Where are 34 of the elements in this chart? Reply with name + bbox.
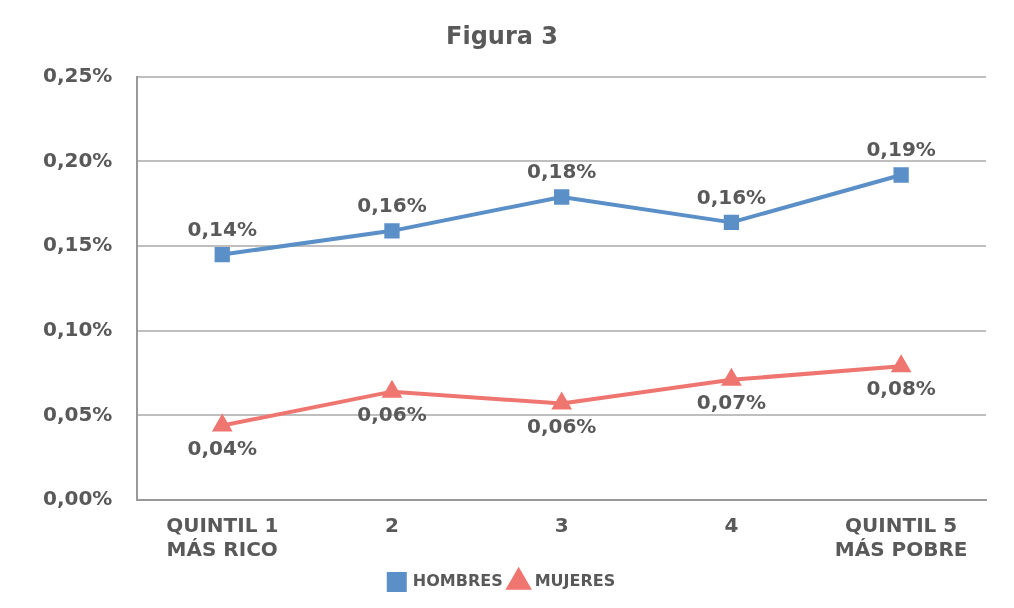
y-tick-label: 0,15% (42, 232, 113, 257)
data-label: 0,16% (357, 193, 427, 218)
x-tick-label: 4 (724, 513, 739, 538)
data-label: 0,04% (187, 435, 257, 460)
chart-title: Figura 3 (446, 21, 558, 50)
x-tick-label: QUINTIL 5 MÁS POBRE (834, 513, 968, 562)
point (551, 391, 572, 410)
legend-label: HOMBRES (412, 571, 503, 591)
data-label: 0,07% (696, 390, 767, 415)
point (722, 369, 741, 386)
y-tick-label: 0,20% (42, 147, 113, 172)
data-label: 0,06% (357, 401, 427, 426)
data-label: 0,06% (527, 413, 597, 438)
point (383, 381, 401, 398)
x-tick-label: 3 (554, 513, 569, 538)
x-tick-label: QUINTIL 1 MÁS RICO (166, 513, 279, 562)
point (892, 356, 911, 373)
data-label: 0,08% (866, 376, 936, 401)
point (214, 246, 230, 263)
point (384, 223, 400, 239)
y-tick-label: 0,25% (42, 63, 113, 87)
data-label: 0,18% (527, 159, 597, 184)
point (893, 167, 909, 183)
legend-label: MUJERES (534, 571, 616, 591)
point (212, 413, 233, 432)
data-label: 0,16% (696, 184, 767, 209)
data-label: 0,14% (187, 216, 257, 241)
x-tick-label: 2 (385, 513, 399, 538)
y-tick-label: 0,00% (42, 486, 113, 511)
y-tick-label: 0,05% (42, 401, 113, 426)
point (723, 214, 740, 231)
point (554, 189, 570, 205)
data-label: 0,19% (866, 137, 936, 162)
y-tick-label: 0,10% (42, 316, 113, 341)
